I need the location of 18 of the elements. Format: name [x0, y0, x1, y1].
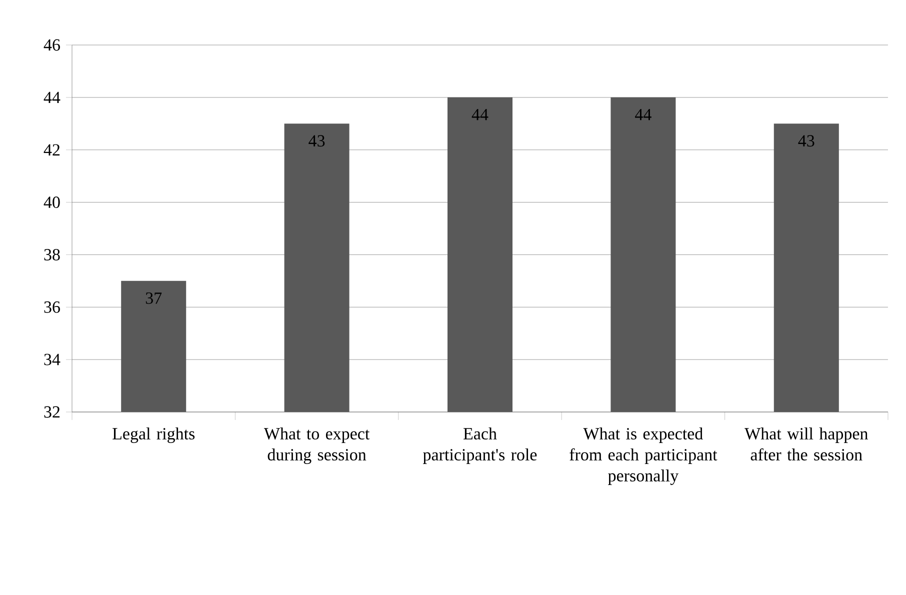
x-tick-label: What is expected from each participant personally: [570, 428, 718, 485]
y-tick-label: 46: [44, 39, 60, 51]
data-label: 43: [308, 135, 325, 147]
y-tick-label: 44: [44, 92, 60, 104]
x-tick-label: Each participant's role: [423, 428, 537, 464]
x-tick-label: What will happen after the session: [744, 428, 868, 460]
y-tick-label: 40: [44, 196, 60, 208]
y-tick-label: 38: [44, 248, 60, 260]
data-label: 44: [635, 108, 652, 120]
x-tick-label: What to expect during session: [264, 428, 370, 464]
data-label: 43: [798, 135, 814, 147]
data-label: 44: [472, 108, 488, 120]
y-tick-label: 34: [44, 354, 60, 366]
y-tick-label: 32: [44, 406, 60, 418]
x-tick-label: Legal rights: [112, 428, 195, 443]
data-label: 37: [146, 292, 162, 304]
y-tick-label: 42: [44, 144, 60, 156]
y-tick-label: 36: [44, 301, 60, 313]
